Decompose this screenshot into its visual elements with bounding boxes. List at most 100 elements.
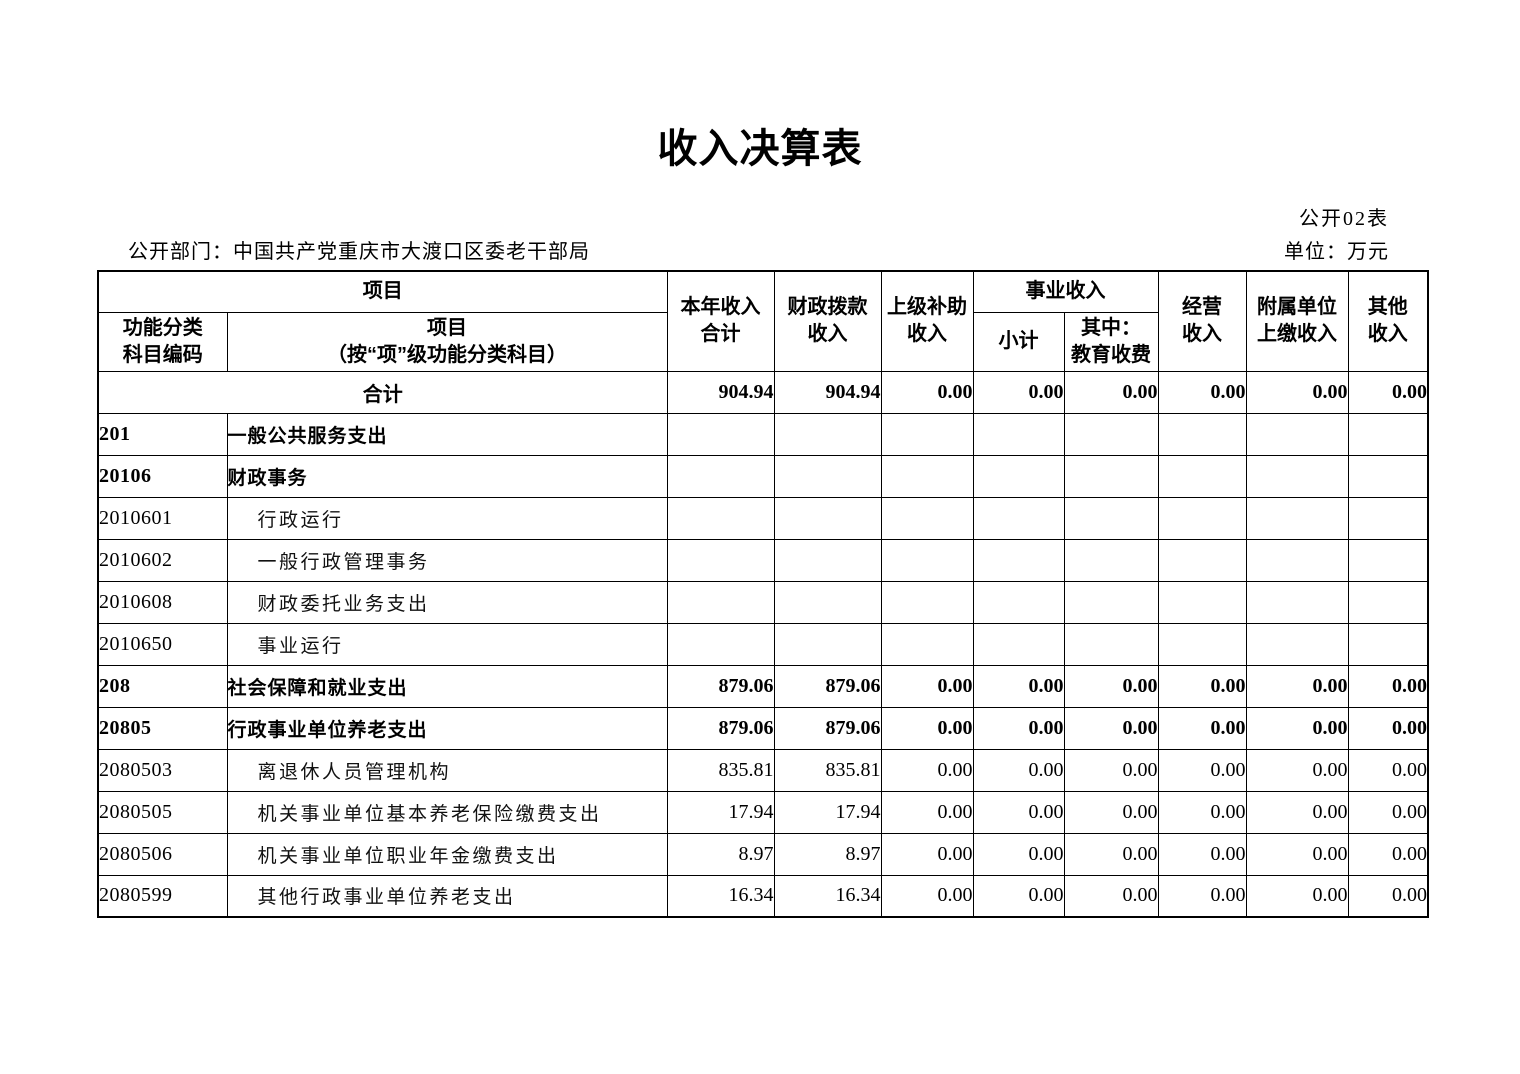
value-cell [880,538,974,582]
value-cell: 0.00 [1245,706,1349,750]
value-cell [666,412,775,456]
item-name-cell: 机关事业单位基本养老保险缴费支出 [226,790,668,834]
table-row: 20805 行政事业单位养老支出 879.06 879.06 0.00 0.00 0.00 0… [97,706,1429,750]
value-cell: 0.00 [1347,706,1429,750]
value-cell: 0.00 [1347,664,1429,708]
value-cell: 0.00 [1157,370,1247,414]
item-name-cell: 离退休人员管理机构 [226,748,668,792]
value-cell: 0.00 [972,832,1065,876]
header-operating-income: 经营 收入 [1157,270,1247,372]
header-function-code: 功能分类 科目编码 [97,311,228,372]
table-row: 2080506 机关事业单位职业年金缴费支出 8.97 8.97 0.00 0.00 0.0… [97,832,1429,876]
value-cell: 0.00 [1245,790,1349,834]
value-cell: 835.81 [666,748,775,792]
value-cell [880,580,974,624]
value-cell: 0.00 [972,664,1065,708]
table-body: 合计 904.94 904.94 0.00 0.00 0.00 0.00 0.00 0.00 20… [97,370,1429,918]
header-project-detail: 项目 （按“项”级功能分类科目） [226,311,668,372]
value-cell [1245,622,1349,666]
value-cell [1063,496,1159,540]
value-cell [1157,580,1247,624]
value-cell [666,454,775,498]
value-cell: 0.00 [972,874,1065,918]
table-row: 20106 财政事务 [97,454,1429,498]
value-cell: 0.00 [1157,706,1247,750]
value-cell: 879.06 [666,706,775,750]
header-subtotal: 小计 [972,311,1065,372]
value-cell: 0.00 [1245,832,1349,876]
value-cell [972,622,1065,666]
item-name-cell: 一般公共服务支出 [226,412,668,456]
table-header: 项目 本年收入 合计 财政拨款 收入 上级补助 收入 事业收入 经营 收入 附属… [97,270,1429,372]
value-cell: 879.06 [773,706,882,750]
value-cell: 8.97 [773,832,882,876]
value-cell: 16.34 [666,874,775,918]
value-cell [880,454,974,498]
value-cell: 0.00 [1063,874,1159,918]
table-row: 2080503 离退休人员管理机构 835.81 835.81 0.00 0.00 0.00… [97,748,1429,792]
item-name-cell: 一般行政管理事务 [226,538,668,582]
header-business-income: 事业收入 [972,270,1159,313]
header-education-fee: 其中： 教育收费 [1063,311,1159,372]
value-cell: 879.06 [666,664,775,708]
value-cell [773,580,882,624]
value-cell: 904.94 [773,370,882,414]
value-cell: 0.00 [1157,664,1247,708]
value-cell [1347,454,1429,498]
function-code-cell: 208 [97,664,228,708]
value-cell: 0.00 [880,748,974,792]
table-row: 合计 904.94 904.94 0.00 0.00 0.00 0.00 0.00 0.00 [97,370,1429,414]
value-cell [1157,412,1247,456]
value-cell: 0.00 [1063,832,1159,876]
value-cell [1347,580,1429,624]
value-cell: 0.00 [1347,790,1429,834]
value-cell: 0.00 [1245,874,1349,918]
value-cell [1063,454,1159,498]
value-cell [1157,454,1247,498]
value-cell: 0.00 [880,370,974,414]
value-cell: 879.06 [773,664,882,708]
value-cell [1245,412,1349,456]
value-cell: 0.00 [1157,790,1247,834]
value-cell [773,454,882,498]
grand-total-label: 合计 [97,370,668,414]
value-cell [1347,622,1429,666]
value-cell [972,412,1065,456]
value-cell [880,622,974,666]
function-code-cell: 2010602 [97,538,228,582]
value-cell: 835.81 [773,748,882,792]
item-name-cell: 行政事业单位养老支出 [226,706,668,750]
header-row-2: 功能分类 科目编码 项目 （按“项”级功能分类科目） 小计 其中： 教育收费 [97,311,1428,372]
item-name-cell: 财政事务 [226,454,668,498]
value-cell [1347,412,1429,456]
value-cell: 0.00 [1063,370,1159,414]
value-cell [773,496,882,540]
income-table: 项目 本年收入 合计 财政拨款 收入 上级补助 收入 事业收入 经营 收入 附属… [97,270,1429,918]
value-cell: 0.00 [880,664,974,708]
value-cell [1245,454,1349,498]
header-superior-subsidy: 上级补助 收入 [880,270,974,372]
department-label: 公开部门：中国共产党重庆市大渡口区委老干部局 [128,241,590,263]
value-cell [1245,580,1349,624]
item-name-cell: 财政委托业务支出 [226,580,668,624]
item-name-cell: 机关事业单位职业年金缴费支出 [226,832,668,876]
value-cell [1063,538,1159,582]
value-cell: 0.00 [1245,748,1349,792]
table-row: 2010650 事业运行 [97,622,1429,666]
value-cell [880,496,974,540]
item-name-cell: 行政运行 [226,496,668,540]
value-cell: 0.00 [880,790,974,834]
function-code-cell: 2010650 [97,622,228,666]
value-cell [666,622,775,666]
value-cell [666,580,775,624]
value-cell [1347,538,1429,582]
value-cell [972,496,1065,540]
value-cell: 0.00 [1063,664,1159,708]
value-cell [1245,496,1349,540]
function-code-cell: 2080506 [97,832,228,876]
value-cell [1063,622,1159,666]
table-row: 2010601 行政运行 [97,496,1429,540]
value-cell: 0.00 [1157,748,1247,792]
value-cell: 0.00 [1063,748,1159,792]
